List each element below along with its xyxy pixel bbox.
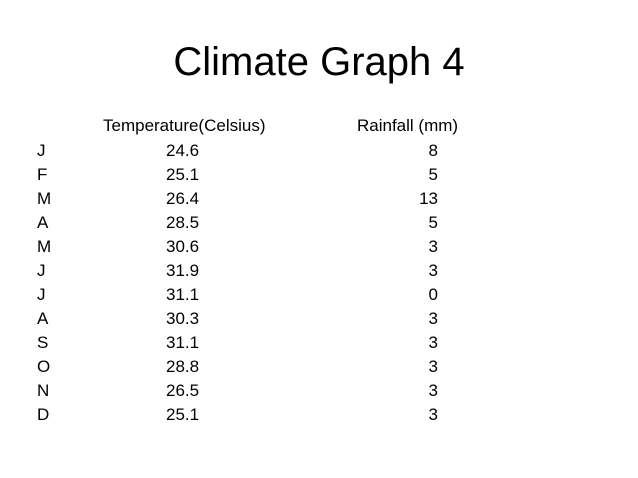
table-row: A 28.5 5 (0, 211, 638, 235)
temperature-cell: 31.1 (166, 333, 200, 352)
rainfall-cell: 5 (428, 213, 438, 232)
rainfall-cell: 3 (428, 357, 438, 376)
rainfall-cell: 3 (428, 261, 438, 280)
climate-table: J 24.6 8 F 25.1 5 M 26.4 13 A 28.5 5 M 3… (0, 139, 638, 427)
month-cell: N (37, 381, 50, 400)
month-cell: A (37, 213, 49, 232)
table-row: J 31.9 3 (0, 259, 638, 283)
table-row: J 31.1 0 (0, 283, 638, 307)
table-row: D 25.1 3 (0, 403, 638, 427)
temperature-cell: 30.6 (166, 237, 200, 256)
month-cell: D (37, 405, 50, 424)
rainfall-cell: 3 (428, 237, 438, 256)
month-cell: M (37, 237, 52, 256)
rainfall-cell: 3 (428, 381, 438, 400)
month-cell: J (37, 141, 46, 160)
temperature-cell: 28.8 (166, 357, 200, 376)
rainfall-cell: 13 (419, 189, 438, 208)
temperature-cell: 30.3 (166, 309, 200, 328)
table-row: M 30.6 3 (0, 235, 638, 259)
temperature-cell: 26.5 (166, 381, 200, 400)
temperature-cell: 28.5 (166, 213, 200, 232)
temperature-header: Temperature(Celsius) (103, 116, 266, 135)
table-row: S 31.1 3 (0, 331, 638, 355)
table-row: F 25.1 5 (0, 163, 638, 187)
table-row: A 30.3 3 (0, 307, 638, 331)
table-row: J 24.6 8 (0, 139, 638, 163)
temperature-cell: 25.1 (166, 405, 200, 424)
slide-title: Climate Graph 4 (173, 40, 465, 84)
temperature-cell: 31.1 (166, 285, 200, 304)
rainfall-cell: 0 (428, 285, 438, 304)
month-cell: O (37, 357, 51, 376)
month-cell: A (37, 309, 49, 328)
temperature-cell: 24.6 (166, 141, 200, 160)
month-cell: M (37, 189, 52, 208)
temperature-cell: 26.4 (166, 189, 200, 208)
rainfall-cell: 3 (428, 309, 438, 328)
month-cell: S (37, 333, 49, 352)
table-row: O 28.8 3 (0, 355, 638, 379)
rainfall-cell: 5 (428, 165, 438, 184)
temperature-cell: 31.9 (166, 261, 200, 280)
month-cell: J (37, 261, 46, 280)
temperature-cell: 25.1 (166, 165, 200, 184)
table-row: M 26.4 13 (0, 187, 638, 211)
month-cell: J (37, 285, 46, 304)
table-row: N 26.5 3 (0, 379, 638, 403)
rainfall-cell: 8 (428, 141, 438, 160)
month-cell: F (37, 165, 48, 184)
rainfall-cell: 3 (428, 405, 438, 424)
rainfall-header: Rainfall (mm) (357, 116, 459, 135)
rainfall-cell: 3 (428, 333, 438, 352)
